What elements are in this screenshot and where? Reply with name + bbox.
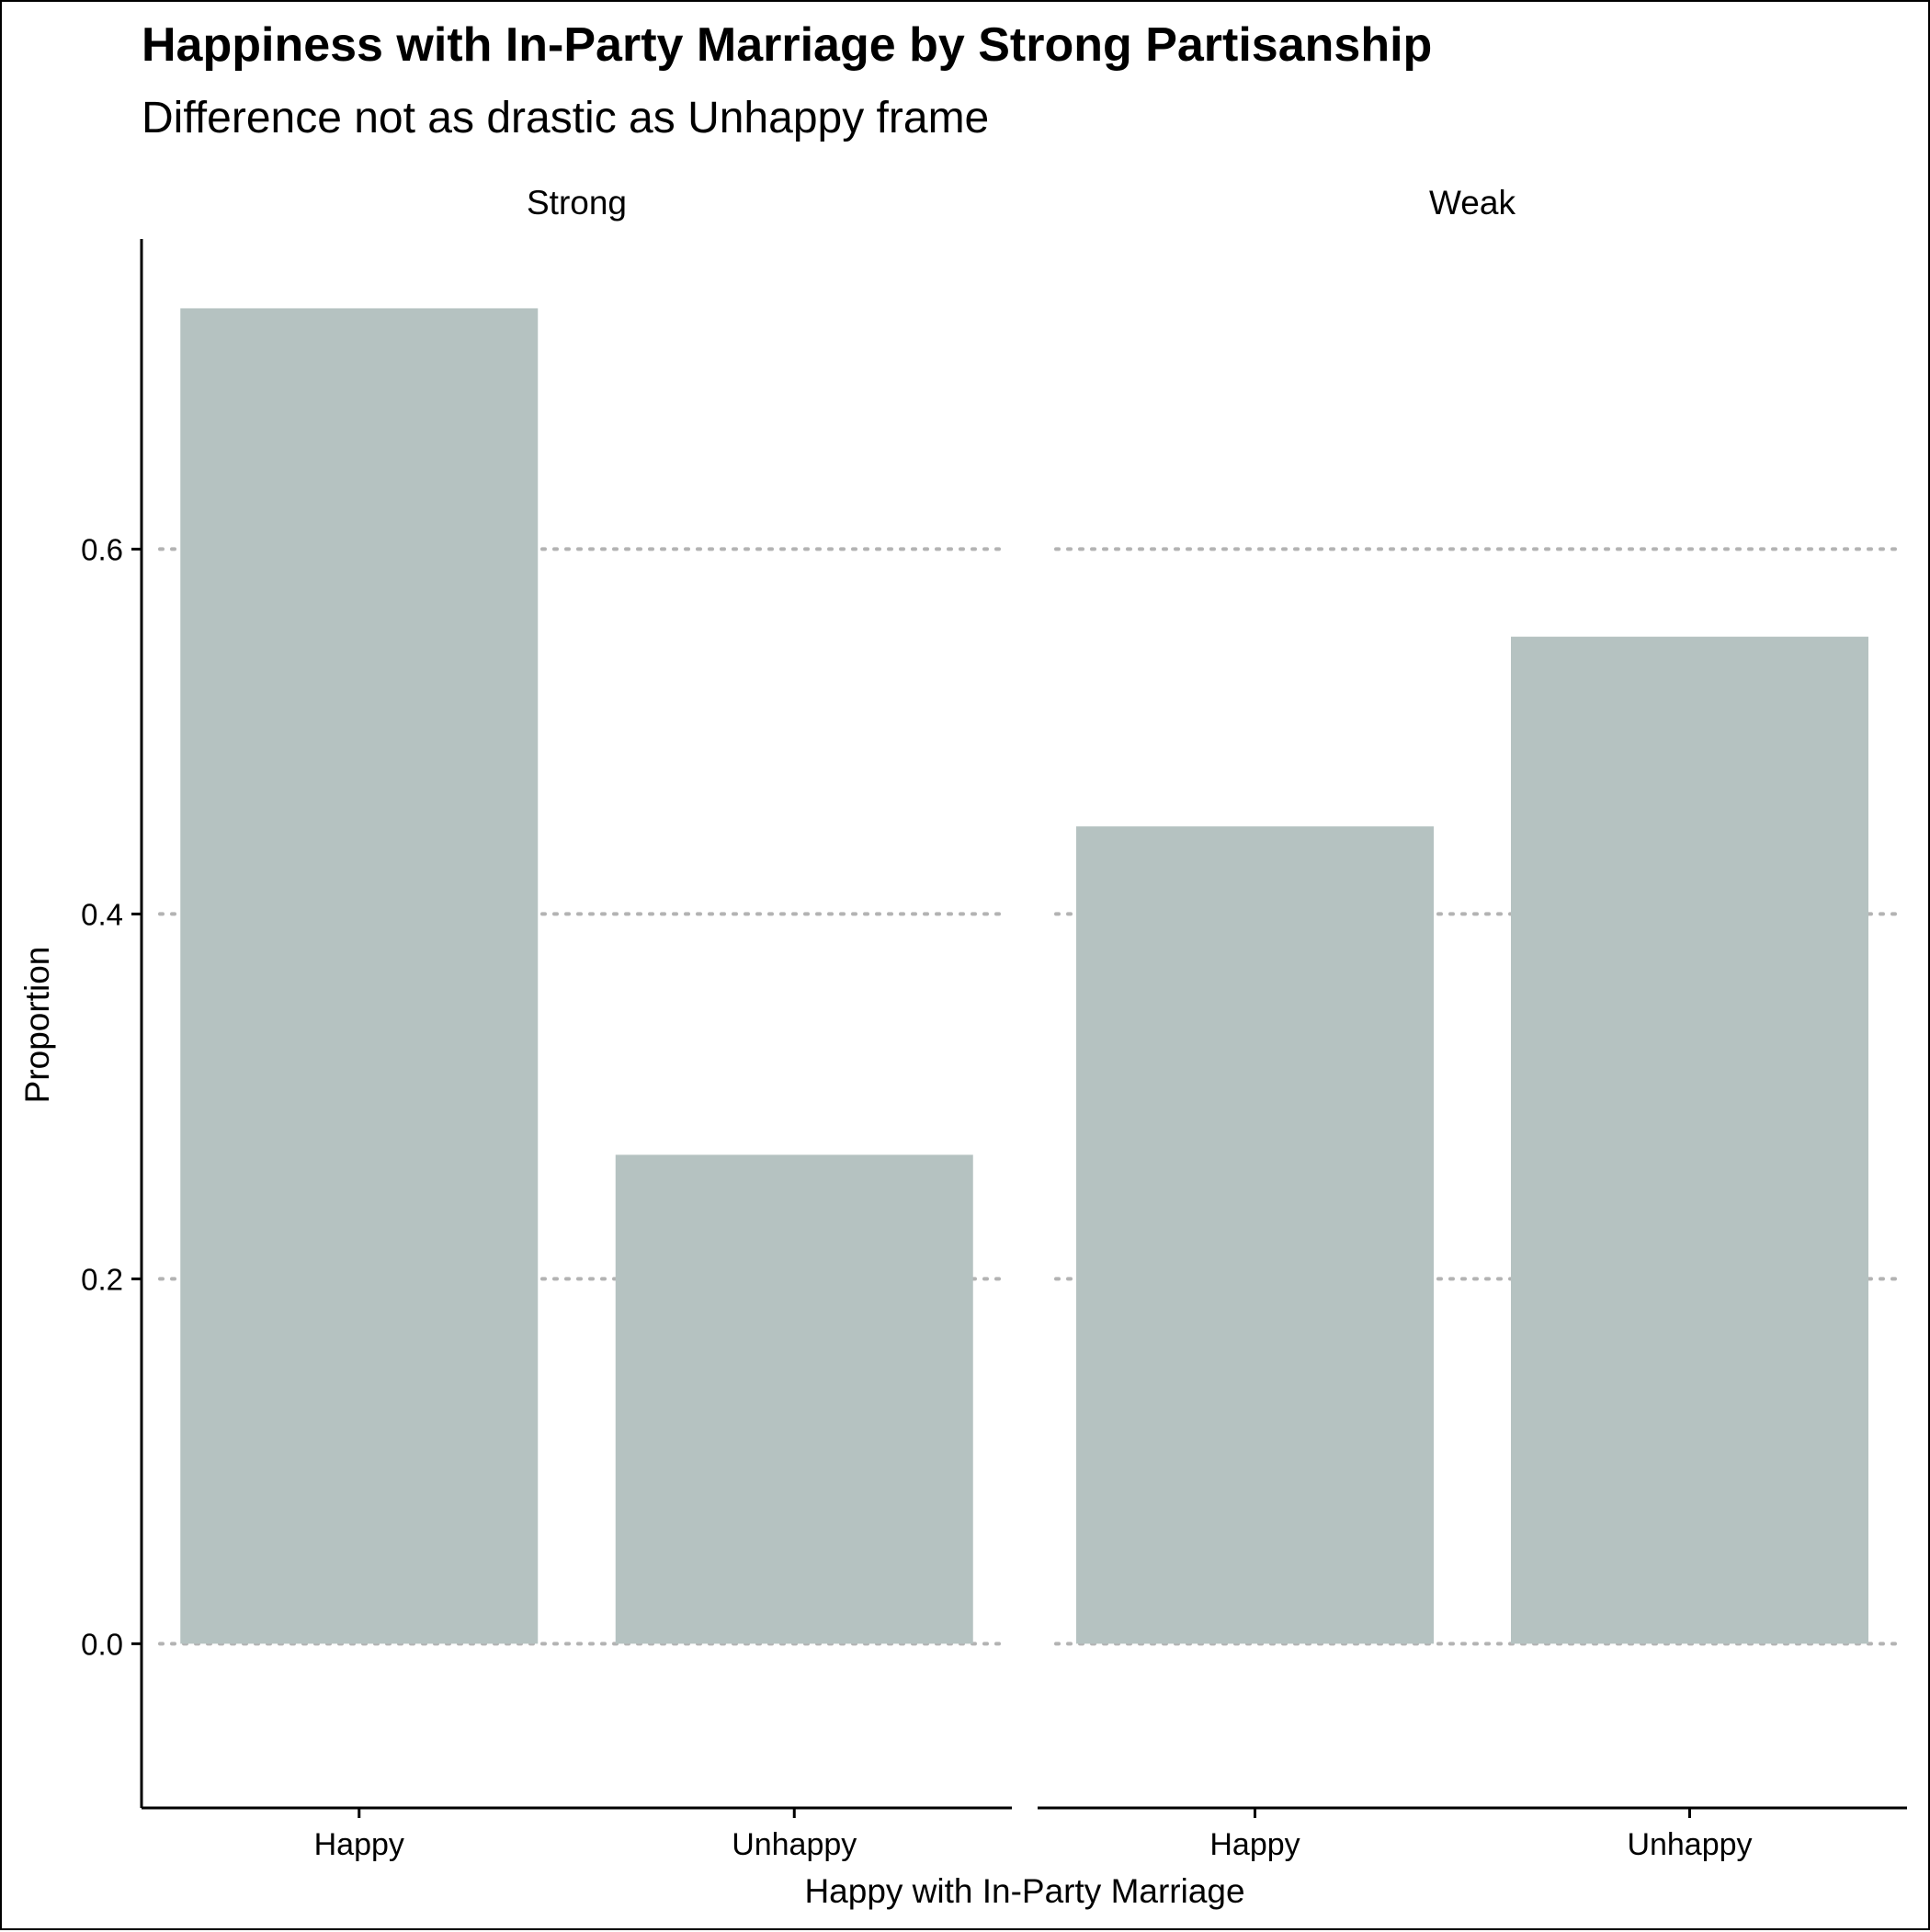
y-tick-label-0: 0.0: [81, 1627, 123, 1661]
bar-weak-unhappy: [1511, 636, 1868, 1644]
x-tick-label-strong-happy: Happy: [314, 1827, 404, 1862]
bar-strong-unhappy: [615, 1154, 973, 1644]
y-axis-title: Proportion: [18, 947, 56, 1104]
bars: [180, 308, 1868, 1644]
x-axis-title: Happy with In-Party Marriage: [804, 1872, 1244, 1910]
bar-weak-happy: [1076, 826, 1434, 1644]
bar-strong-happy: [180, 308, 539, 1644]
x-tick-label-weak-happy: Happy: [1209, 1827, 1300, 1862]
facet-strip-label-weak: Weak: [1429, 184, 1516, 222]
y-tick-label-1: 0.2: [81, 1262, 123, 1296]
x-tick-label-weak-unhappy: Unhappy: [1627, 1827, 1752, 1862]
chart-subtitle: Difference not as drastic as Unhappy fra…: [142, 94, 989, 142]
axes: [131, 239, 1907, 1818]
x-tick-label-strong-unhappy: Unhappy: [732, 1827, 857, 1862]
facet-strip-label-strong: Strong: [527, 184, 627, 222]
labels: Strong Happy Unhappy Weak Happy Unhappy 0.0 0.2…: [81, 184, 1752, 1862]
y-tick-label-2: 0.4: [81, 897, 123, 931]
chart-title: Happiness with In-Party Marriage by Stro…: [142, 18, 1432, 72]
gridlines: [158, 547, 1898, 1646]
y-tick-label-3: 0.6: [81, 532, 123, 566]
